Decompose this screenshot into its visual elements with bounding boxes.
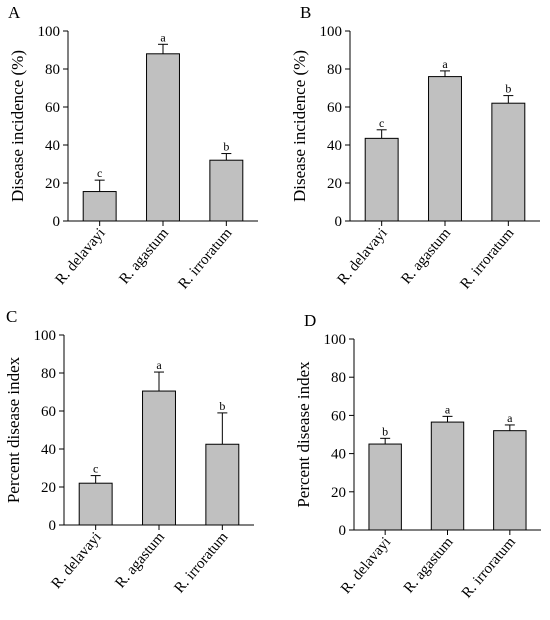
bar (142, 390, 176, 526)
significance-letter: b (382, 424, 388, 438)
significance-letter: b (219, 399, 225, 413)
y-tick-label: 80 (331, 370, 346, 386)
y-axis-title: Percent disease index (4, 356, 23, 503)
significance-letter: c (93, 462, 98, 476)
x-tick-label: R. irroratum (457, 225, 517, 292)
panel-c: C 0 20 40 60 80 100 Percent disease index c R. de… (4, 307, 254, 596)
bar (493, 430, 527, 531)
y-tick-label: 80 (327, 62, 342, 78)
significance-letter: a (507, 411, 513, 425)
y-tick-label: 0 (49, 518, 57, 534)
y-tick-label: 100 (324, 332, 347, 348)
bar (364, 137, 399, 222)
y-tick-label: 20 (327, 176, 342, 192)
x-tick-label: R. irroratum (459, 534, 519, 601)
x-tick-label: R. agastum (401, 534, 457, 596)
y-axis-title: Percent disease index (294, 361, 313, 508)
significance-letter: a (445, 402, 451, 416)
y-tick-label: 0 (339, 523, 347, 539)
x-tick-label: R. agastum (398, 225, 454, 287)
y-tick-label: 100 (34, 328, 57, 344)
bar (368, 443, 402, 531)
y-tick-label: 40 (327, 138, 342, 154)
y-tick-label: 60 (331, 408, 346, 424)
panel-d: D 0 20 40 60 80 100 Percent disease index b R. de… (294, 311, 541, 601)
y-tick-label: 40 (331, 447, 346, 463)
bar (430, 421, 465, 531)
bar (205, 443, 240, 526)
y-tick-label: 0 (53, 214, 61, 230)
panel-letter: B (300, 3, 311, 22)
x-tick-label: R. delavayi (49, 529, 105, 592)
y-tick-label: 40 (41, 442, 56, 458)
y-tick-label: 80 (41, 366, 56, 382)
y-tick-label: 20 (45, 176, 60, 192)
bar (209, 159, 244, 222)
y-tick-label: 20 (331, 485, 346, 501)
significance-letter: a (160, 30, 166, 44)
panel-a: A 0 20 40 60 80 100 Disease incidence (%) c R. de… (8, 3, 258, 292)
y-tick-label: 60 (45, 100, 60, 116)
panel-letter: A (8, 3, 21, 22)
significance-letter: c (379, 116, 384, 130)
x-tick-label: R. delavayi (335, 225, 391, 288)
x-tick-label: R. agastum (112, 529, 168, 591)
significance-letter: c (97, 166, 102, 180)
bar (428, 76, 462, 222)
y-tick-label: 100 (38, 24, 61, 40)
y-tick-label: 60 (41, 404, 56, 420)
x-tick-label: R. delavayi (338, 534, 394, 597)
x-tick-label: R. delavayi (53, 225, 109, 288)
y-axis-title: Disease incidence (%) (8, 50, 27, 202)
y-tick-label: 0 (335, 214, 343, 230)
panel-letter: C (6, 307, 17, 326)
y-axis-title: Disease incidence (%) (290, 50, 309, 202)
significance-letter: a (156, 358, 162, 372)
y-tick-label: 100 (320, 24, 343, 40)
x-tick-label: R. irroratum (175, 225, 235, 292)
panel-b: B 0 20 40 60 80 100 Disease incidence (%) c R. de… (290, 3, 540, 292)
bar (82, 191, 117, 222)
x-tick-label: R. irroratum (171, 529, 231, 596)
significance-letter: a (442, 57, 448, 71)
bar (491, 102, 526, 222)
y-tick-label: 60 (327, 100, 342, 116)
x-tick-label: R. agastum (116, 225, 172, 287)
y-tick-label: 20 (41, 480, 56, 496)
y-tick-label: 40 (45, 138, 60, 154)
significance-letter: b (223, 140, 229, 154)
bar (146, 53, 180, 222)
significance-letter: b (505, 82, 511, 96)
y-tick-label: 80 (45, 62, 60, 78)
panel-letter: D (304, 311, 316, 330)
bar (78, 482, 113, 526)
